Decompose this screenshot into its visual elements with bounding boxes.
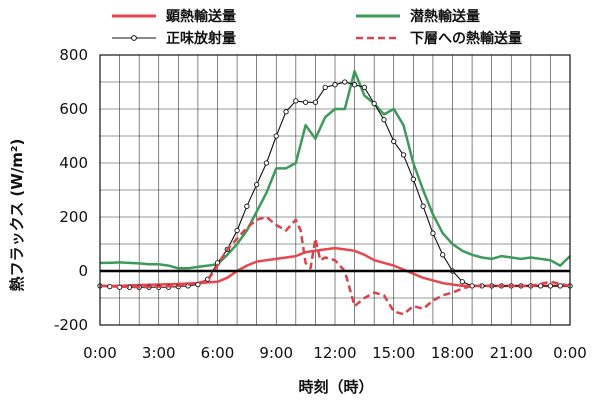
x-tick-label: 3:00	[142, 344, 176, 362]
legend-marker-2	[131, 35, 137, 41]
series-point-2	[547, 283, 554, 289]
y-tick-label: 0	[78, 262, 88, 280]
x-tick-label: 6:00	[201, 344, 235, 362]
series-point-2	[293, 98, 299, 104]
x-axis-title: 時刻（時）	[298, 378, 373, 396]
series-point-2	[557, 283, 563, 289]
series-point-2	[302, 99, 309, 105]
x-tick-label: 12:00	[313, 344, 356, 362]
series-point-2	[244, 203, 250, 209]
y-tick-label: 800	[59, 46, 88, 64]
series-point-2	[391, 138, 397, 145]
y-tick-label: 200	[59, 208, 88, 226]
series-point-2	[254, 181, 260, 188]
series-point-2	[440, 252, 446, 258]
series-point-2	[322, 84, 328, 91]
legend-label-1: 潜熱輸送量	[410, 8, 480, 25]
series-point-2	[420, 203, 426, 209]
series-point-2	[400, 152, 407, 158]
x-tick-label: 21:00	[490, 344, 533, 362]
series-point-2	[332, 82, 338, 88]
series-point-2	[361, 84, 368, 91]
series-point-2	[283, 109, 289, 115]
x-tick-label: 9:00	[259, 344, 293, 362]
series-line-0	[100, 246, 570, 288]
series-point-2	[116, 284, 123, 290]
x-tick-label: 0:00	[83, 344, 117, 362]
y-tick-label: 600	[59, 100, 88, 118]
series-point-2	[273, 133, 279, 139]
x-tick-label: 15:00	[372, 344, 415, 362]
plot-frame	[99, 54, 571, 326]
series-point-2	[430, 230, 436, 236]
series-point-2	[263, 160, 270, 166]
y-tick-label: -200	[54, 316, 88, 334]
series-point-2	[381, 117, 387, 123]
series-line-3	[99, 215, 571, 316]
frame-layer	[99, 54, 571, 326]
x-tick-label: 18:00	[431, 344, 474, 362]
legend-label-2: 正味放射量	[166, 30, 236, 47]
series-layer	[97, 69, 573, 316]
y-tick-label: 400	[59, 154, 88, 172]
series-line-1	[100, 69, 571, 270]
tick-labels: -200 0 200 400 600 800 0:00 3:00 6:00 9:00 12:00 15…	[54, 46, 587, 362]
x-tick-label: 0:00	[553, 344, 587, 362]
series-point-2	[342, 79, 348, 85]
series-point-2	[459, 279, 465, 285]
series-point-2	[234, 227, 240, 234]
series-point-2	[371, 100, 377, 107]
series-point-2	[410, 176, 416, 182]
series-point-2	[351, 82, 358, 88]
legend-label-0: 顕熱輸送量	[166, 8, 236, 25]
series-point-2	[312, 99, 319, 105]
y-axis-title: 熱フラックス (W/m²)	[8, 139, 26, 292]
legend-label-3: 下層への熱輸送量	[410, 30, 522, 47]
